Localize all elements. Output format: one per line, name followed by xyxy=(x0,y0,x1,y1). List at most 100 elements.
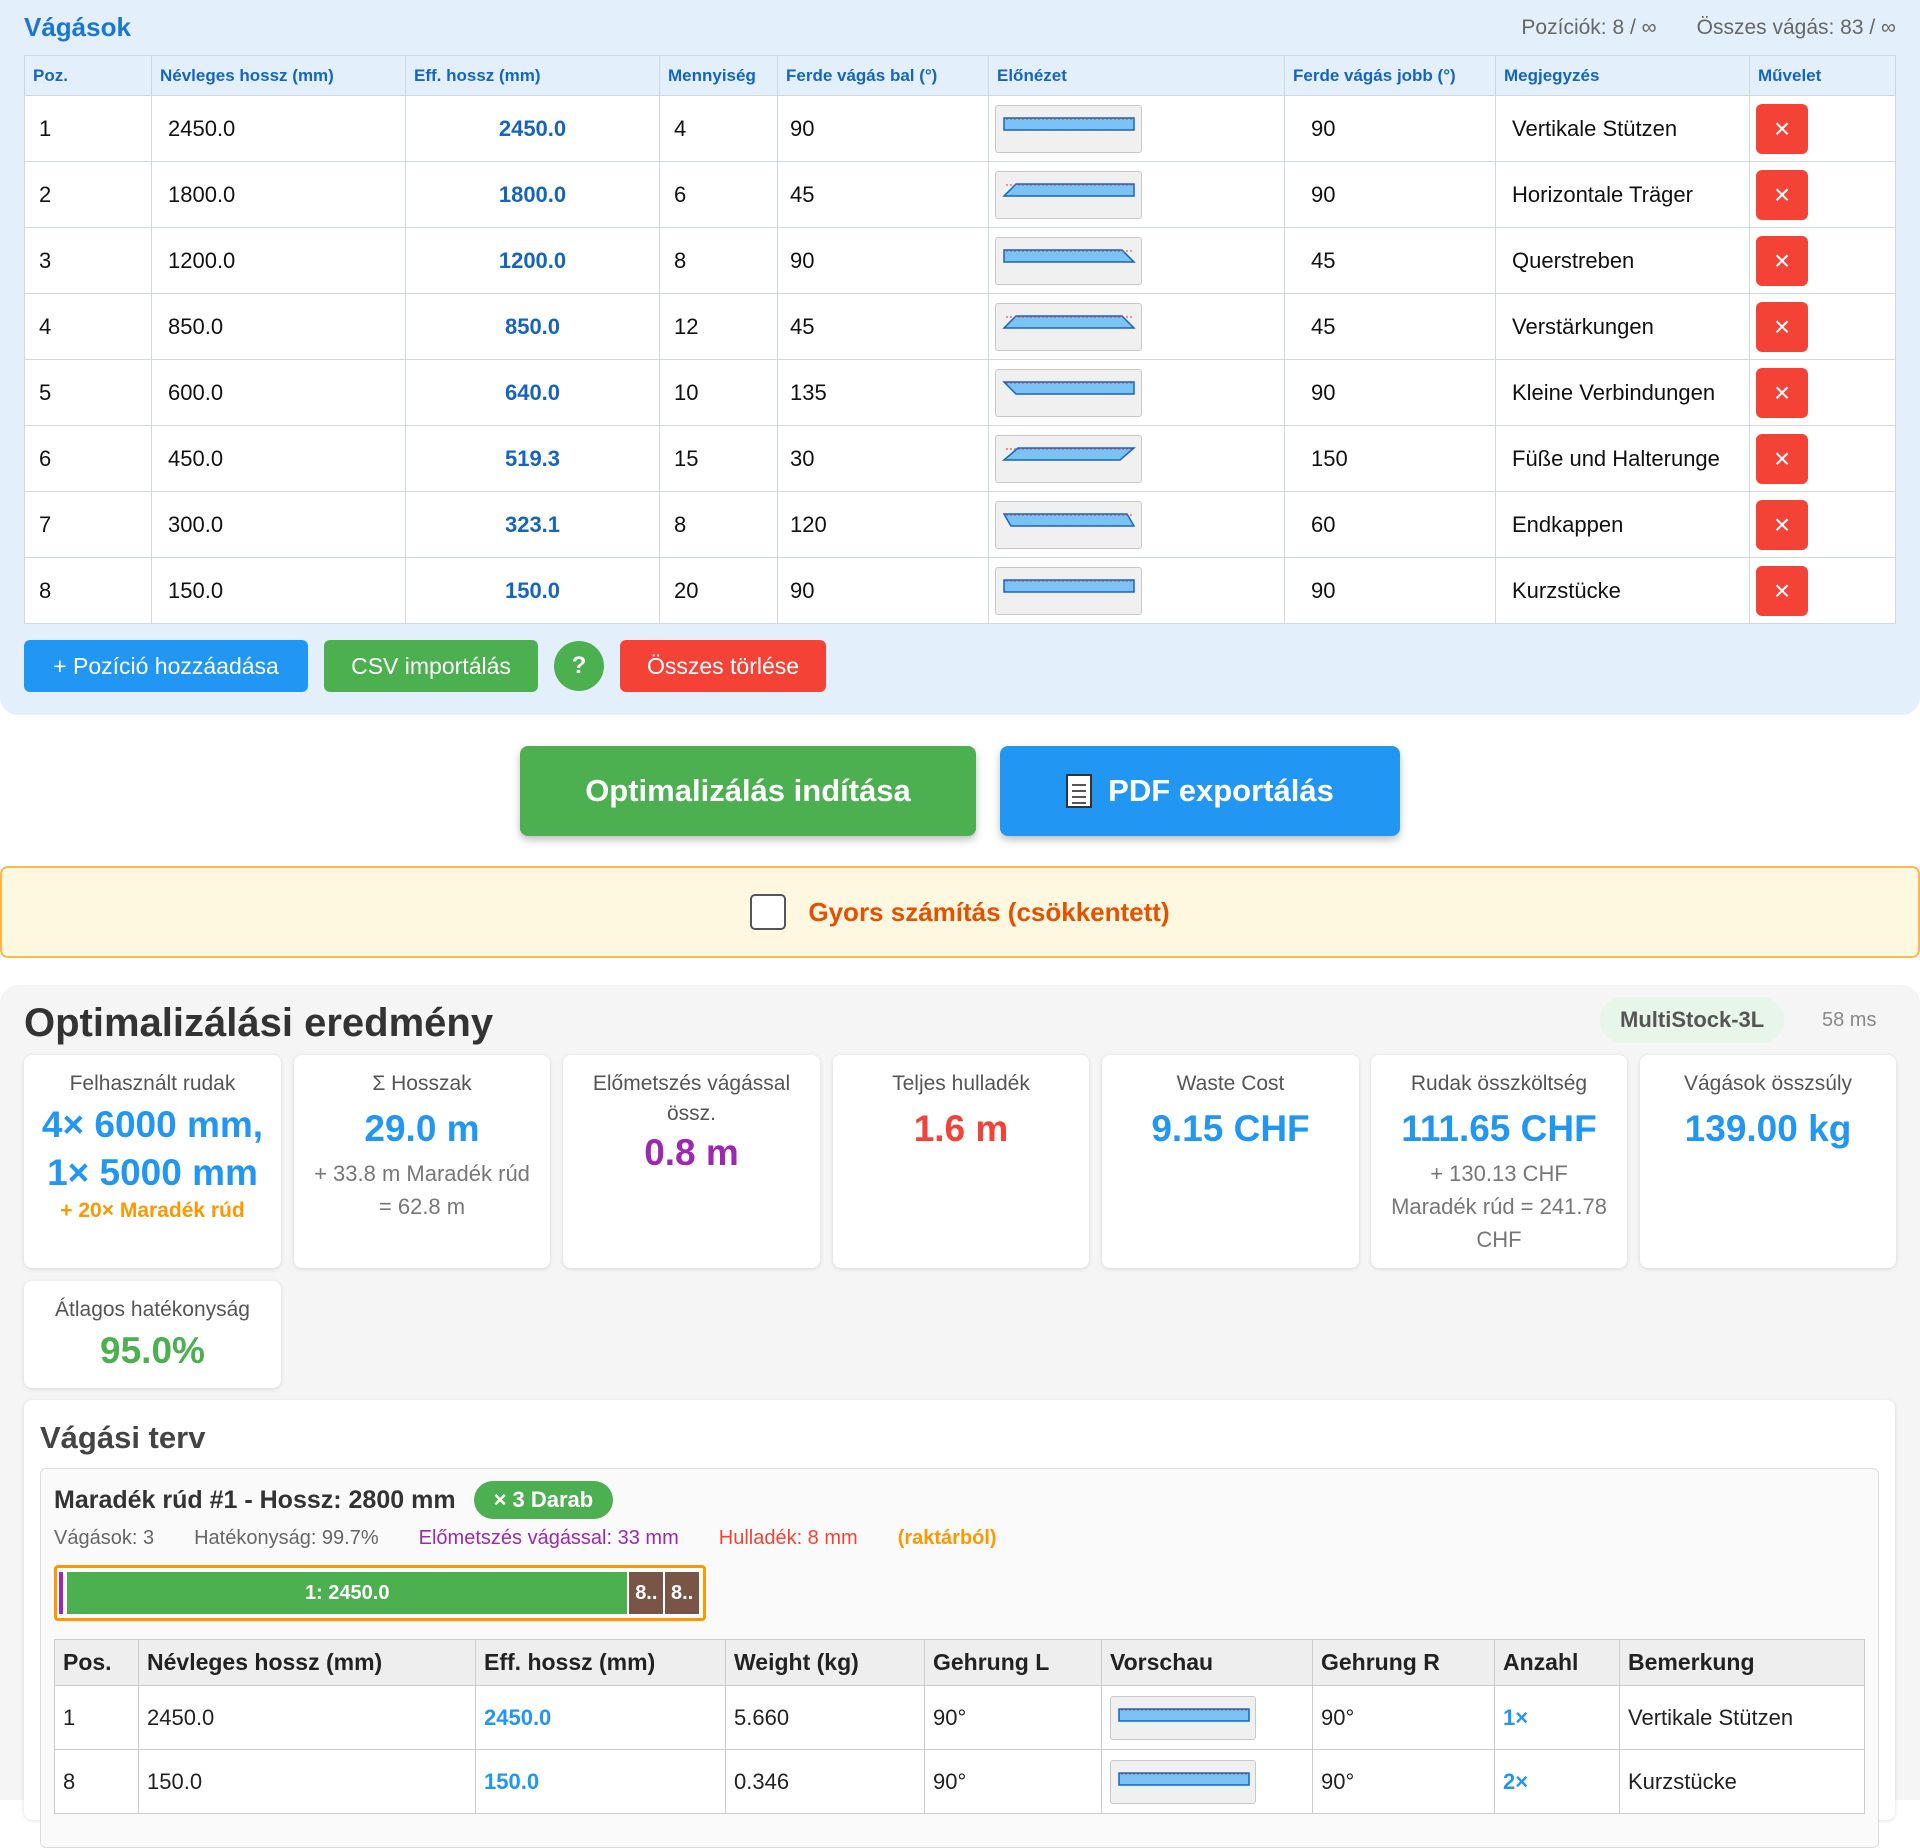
cut-nominal-length[interactable]: 1800.0 xyxy=(151,161,406,228)
cut-pos: 4 xyxy=(24,293,152,360)
col-header: Vorschau xyxy=(1101,1639,1313,1686)
cut-miter-right[interactable]: 90 xyxy=(1284,95,1496,162)
cut-note[interactable]: Kleine Verbindungen xyxy=(1495,359,1750,426)
card-value: 4× 6000 mm, xyxy=(41,1104,264,1145)
cut-quantity[interactable]: 10 xyxy=(659,359,778,426)
col-header: Névleges hossz (mm) xyxy=(138,1639,476,1686)
cut-miter-left[interactable]: 90 xyxy=(777,227,989,294)
cut-nominal-length[interactable]: 450.0 xyxy=(151,425,406,492)
card-sub: + 130.13 CHF Maradék rúd = 241.78 CHF xyxy=(1391,1161,1607,1252)
col-header: Weight (kg) xyxy=(725,1639,925,1686)
cut-miter-left[interactable]: 30 xyxy=(777,425,989,492)
cut-miter-right[interactable]: 45 xyxy=(1284,293,1496,360)
col-header: Poz. xyxy=(24,55,152,96)
cut-miter-left[interactable]: 45 xyxy=(777,161,989,228)
delete-row-button[interactable]: × xyxy=(1756,499,1808,550)
stock-bar-block: Maradék rúd #1 - Hossz: 2800 mm × 3 Dara… xyxy=(40,1468,1879,1848)
delete-row-button[interactable]: × xyxy=(1756,565,1808,616)
cut-miter-right[interactable]: 90 xyxy=(1284,161,1496,228)
plan-row: 8 150.0 150.0 0.346 90° 90° 2× Kurzstücke xyxy=(54,1749,1865,1814)
card-value: 9.15 CHF xyxy=(1151,1108,1310,1149)
quick-calc-box: Gyors számítás (csökkentett) xyxy=(0,866,1920,958)
delete-row-button[interactable]: × xyxy=(1756,235,1808,286)
delete-row-button[interactable]: × xyxy=(1756,367,1808,418)
optimize-button[interactable]: Optimalizálás indítása xyxy=(520,746,976,836)
col-header: Eff. hossz (mm) xyxy=(405,55,660,96)
plan-miter-right: 90° xyxy=(1312,1685,1495,1750)
plan-eff: 150.0 xyxy=(475,1749,726,1814)
cut-quantity[interactable]: 4 xyxy=(659,95,778,162)
delete-row-button[interactable]: × xyxy=(1756,301,1808,352)
total-cuts-stat: Összes vágás: 83 / ∞ xyxy=(1696,16,1896,39)
cut-nominal-length[interactable]: 850.0 xyxy=(151,293,406,360)
cut-quantity[interactable]: 12 xyxy=(659,293,778,360)
plan-miter-left: 90° xyxy=(924,1749,1102,1814)
cut-miter-left[interactable]: 135 xyxy=(777,359,989,426)
cut-preview-shape xyxy=(1003,116,1135,131)
cut-note[interactable]: Verstärkungen xyxy=(1495,293,1750,360)
col-header: Anzahl xyxy=(1494,1639,1620,1686)
cut-miter-left[interactable]: 90 xyxy=(777,95,989,162)
cut-nominal-length[interactable]: 600.0 xyxy=(151,359,406,426)
delete-row-button[interactable]: × xyxy=(1756,103,1808,154)
cut-quantity[interactable]: 8 xyxy=(659,491,778,558)
cut-quantity[interactable]: 6 xyxy=(659,161,778,228)
cut-pos: 6 xyxy=(24,425,152,492)
csv-import-button[interactable]: CSV importálás xyxy=(324,640,538,692)
stock-title: Maradék rúd #1 - Hossz: 2800 mm xyxy=(54,1485,456,1514)
cut-preview xyxy=(995,566,1142,615)
cut-eff-length: 2450.0 xyxy=(405,95,660,162)
bar-segment: 1: 2450.0 xyxy=(66,1572,630,1614)
cut-note[interactable]: Endkappen xyxy=(1495,491,1750,558)
quick-calc-checkbox[interactable] xyxy=(750,894,787,930)
add-position-button[interactable]: + Pozíció hozzáadása xyxy=(24,640,308,692)
col-header: Mennyiség xyxy=(659,55,778,96)
cut-note[interactable]: Horizontale Träger xyxy=(1495,161,1750,228)
card-sub: + 33.8 m Maradék rúd = 62.8 m xyxy=(314,1161,530,1219)
plan-header-row: Pos. Névleges hossz (mm) Eff. hossz (mm)… xyxy=(54,1639,1865,1686)
cut-miter-right[interactable]: 90 xyxy=(1284,359,1496,426)
meta-cuts: Vágások: 3 xyxy=(54,1527,155,1549)
cut-nominal-length[interactable]: 150.0 xyxy=(151,557,406,624)
cut-nominal-length[interactable]: 300.0 xyxy=(151,491,406,558)
delete-row-button[interactable]: × xyxy=(1756,169,1808,220)
cut-quantity[interactable]: 15 xyxy=(659,425,778,492)
cut-miter-right[interactable]: 45 xyxy=(1284,227,1496,294)
card-label: Teljes hulladék xyxy=(892,1072,1030,1095)
cut-row: 2 1800.0 1800.0 6 45 90 Horizontale Träger × xyxy=(24,161,1896,228)
cut-note[interactable]: Kurzstücke xyxy=(1495,557,1750,624)
cut-note[interactable]: Füße und Halterunge xyxy=(1495,425,1750,492)
cut-miter-right[interactable]: 90 xyxy=(1284,557,1496,624)
cut-miter-left[interactable]: 120 xyxy=(777,491,989,558)
cut-miter-right[interactable]: 60 xyxy=(1284,491,1496,558)
card-label: Előmetszés vágással össz. xyxy=(592,1072,791,1125)
cut-nominal-length[interactable]: 2450.0 xyxy=(151,95,406,162)
clear-all-button[interactable]: Összes törlése xyxy=(620,640,826,692)
results-title: Optimalizálási eredmény xyxy=(24,1001,494,1045)
delete-row-button[interactable]: × xyxy=(1756,433,1808,484)
card-bar-cost: Rudak összköltség 111.65 CHF + 130.13 CH… xyxy=(1371,1055,1627,1268)
cut-preview-shape xyxy=(1003,578,1135,593)
cuts-header-row: Poz. Névleges hossz (mm) Eff. hossz (mm)… xyxy=(24,55,1896,96)
card-value: 1.6 m xyxy=(913,1108,1009,1149)
time-label: 58 ms xyxy=(1822,1009,1877,1031)
quick-calc-label: Gyors számítás (csökkentett) xyxy=(808,896,1170,927)
cut-eff-length: 1200.0 xyxy=(405,227,660,294)
col-header: Ferde vágás bal (°) xyxy=(777,55,989,96)
cut-note[interactable]: Querstreben xyxy=(1495,227,1750,294)
pdf-export-button[interactable]: PDF exportálás xyxy=(1000,746,1400,836)
cut-miter-right[interactable]: 150 xyxy=(1284,425,1496,492)
cut-quantity[interactable]: 8 xyxy=(659,227,778,294)
cut-nominal-length[interactable]: 1200.0 xyxy=(151,227,406,294)
cut-note[interactable]: Vertikale Stützen xyxy=(1495,95,1750,162)
cuts-button-row: + Pozíció hozzáadása CSV importálás ? Ös… xyxy=(24,640,826,692)
cut-preview-shape xyxy=(1001,446,1137,461)
col-header: Bemerkung xyxy=(1619,1639,1865,1686)
help-button[interactable]: ? xyxy=(554,641,604,691)
cut-miter-left[interactable]: 45 xyxy=(777,293,989,360)
card-waste-cost: Waste Cost 9.15 CHF xyxy=(1102,1055,1359,1268)
cut-miter-left[interactable]: 90 xyxy=(777,557,989,624)
cut-quantity[interactable]: 20 xyxy=(659,557,778,624)
card-label: Vágások összsúly xyxy=(1683,1072,1853,1095)
card-label: Átlagos hatékonyság xyxy=(55,1298,250,1321)
